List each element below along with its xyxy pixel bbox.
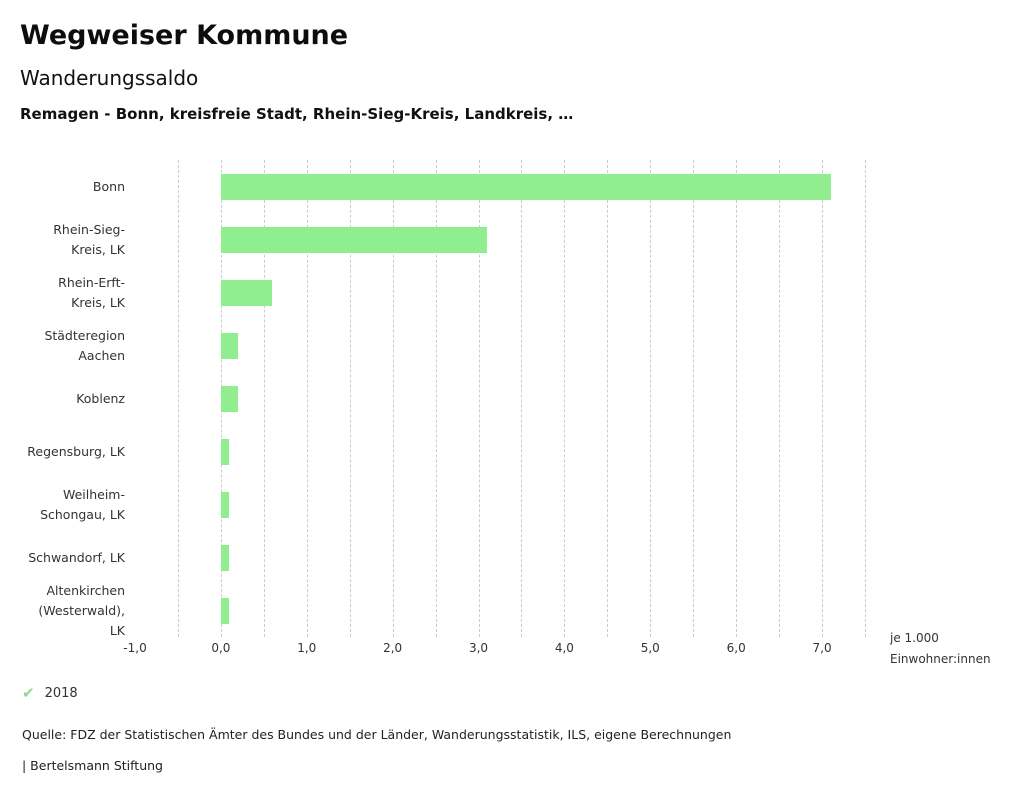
gridline xyxy=(521,160,523,637)
category-label: Weilheim- Schongau, LK xyxy=(40,486,125,522)
gridline xyxy=(177,160,179,637)
gridline xyxy=(306,160,308,637)
x-tick-label: 4,0 xyxy=(554,641,574,655)
gridline xyxy=(822,160,824,637)
chart-description: Remagen - Bonn, kreisfreie Stadt, Rhein-… xyxy=(20,105,574,123)
category-label: Schwandorf, LK xyxy=(28,549,125,565)
legend-item-2018[interactable]: ✔ 2018 xyxy=(22,684,78,702)
axis-unit-line-1: je 1.000 xyxy=(890,631,939,645)
category-label: Rhein-Erft- Kreis, LK xyxy=(58,274,125,310)
page-title: Wegweiser Kommune xyxy=(20,20,349,51)
x-tick-label: 6,0 xyxy=(726,641,746,655)
gridline xyxy=(349,160,351,637)
source-text: Quelle: FDZ der Statistischen Ämter des … xyxy=(22,727,732,742)
bar[interactable] xyxy=(220,438,230,465)
category-label: Bonn xyxy=(92,178,125,194)
category-label: Regensburg, LK xyxy=(27,443,125,459)
gridline xyxy=(263,160,265,637)
gridline xyxy=(779,160,781,637)
x-axis-ticks: -1,0 0,0 1,0 2,0 3,0 4,0 5,0 6,0 7,0 xyxy=(123,641,865,661)
plot-area xyxy=(135,160,866,637)
bar[interactable] xyxy=(220,279,273,306)
category-label: Koblenz xyxy=(76,390,125,406)
bar[interactable] xyxy=(220,597,230,624)
gridline xyxy=(693,160,695,637)
x-tick-label: 2,0 xyxy=(383,641,403,655)
gridline xyxy=(478,160,480,637)
bar[interactable] xyxy=(220,332,239,359)
x-tick-label: 1,0 xyxy=(297,641,317,655)
gridline xyxy=(435,160,437,637)
gridline xyxy=(865,160,866,637)
category-label: Altenkirchen (Westerwald), LK xyxy=(38,582,125,638)
gridline xyxy=(607,160,609,637)
bar[interactable] xyxy=(220,173,831,200)
category-labels: Bonn Rhein-Sieg- Kreis, LK Rhein-Erft- Kreis… xyxy=(0,160,125,638)
x-tick-label: 3,0 xyxy=(468,641,489,655)
chart-title: Wanderungssaldo xyxy=(20,66,199,90)
x-tick-label: 7,0 xyxy=(812,641,832,655)
attribution-text: | Bertelsmann Stiftung xyxy=(22,758,163,773)
gridline xyxy=(736,160,738,637)
check-icon: ✔ xyxy=(22,684,35,702)
legend-year-label: 2018 xyxy=(44,686,78,701)
bar[interactable] xyxy=(220,226,488,253)
gridline xyxy=(650,160,652,637)
category-label: Städteregion Aachen xyxy=(44,327,125,363)
gridline xyxy=(392,160,394,637)
bar[interactable] xyxy=(220,491,230,518)
x-tick-label: -1,0 xyxy=(123,641,147,655)
x-tick-label: 0,0 xyxy=(211,641,231,655)
gridline xyxy=(564,160,566,637)
axis-unit-line-2: Einwohner:innen xyxy=(890,652,991,666)
x-tick-label: 5,0 xyxy=(640,641,660,655)
category-label: Rhein-Sieg- Kreis, LK xyxy=(53,221,125,257)
bar[interactable] xyxy=(220,385,239,412)
axis-unit-label: je 1.000 Einwohner:innen xyxy=(890,628,991,670)
bar[interactable] xyxy=(220,544,230,571)
